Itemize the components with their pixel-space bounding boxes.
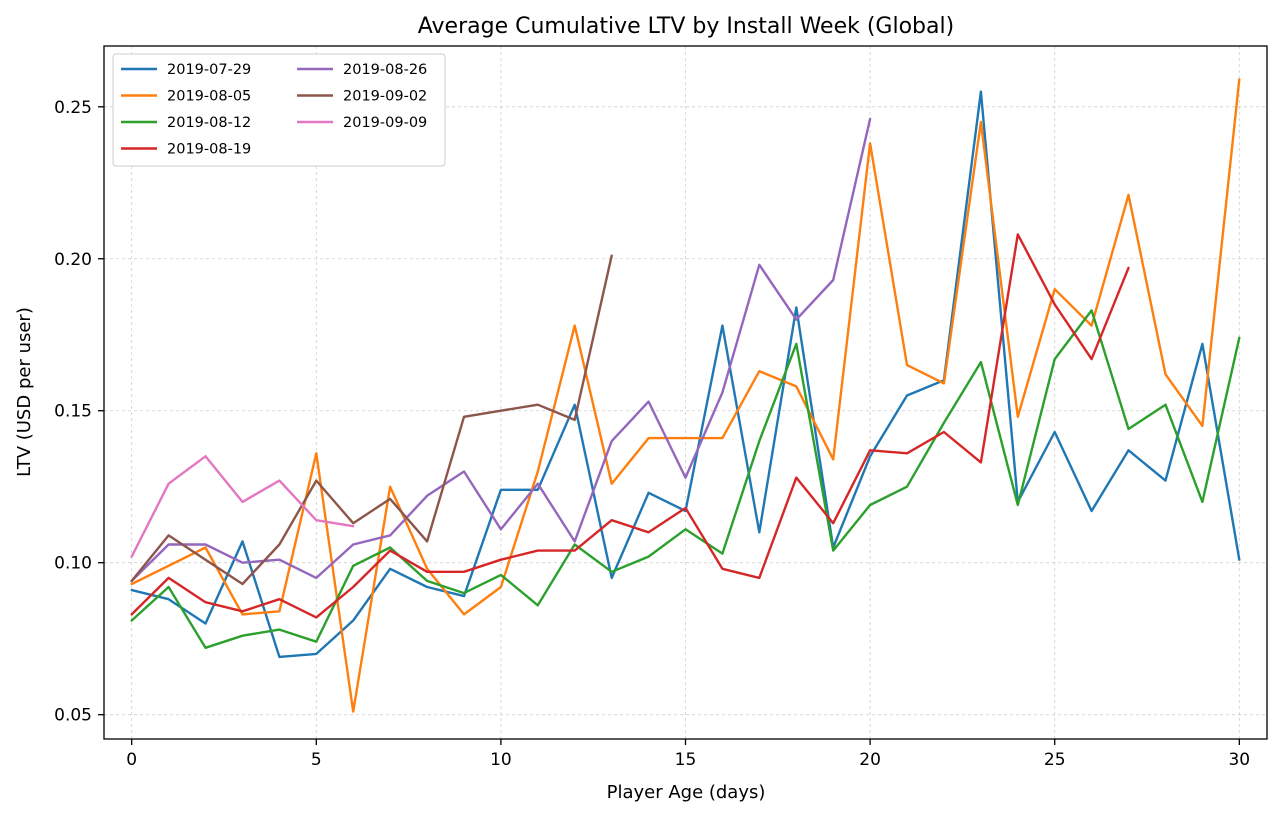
legend-label: 2019-07-29	[167, 62, 251, 78]
y-tick-label: 0.10	[54, 554, 92, 574]
legend-label: 2019-08-05	[167, 89, 251, 105]
legend-label: 2019-09-09	[343, 115, 427, 131]
series-line-2019-09-02	[130, 254, 613, 586]
series-line-2019-07-29	[130, 90, 1241, 659]
series-line-2019-08-05	[130, 78, 1241, 713]
y-tick-label: 0.25	[54, 98, 92, 118]
x-tick-label: 25	[1044, 750, 1066, 770]
y-tick-label: 0.05	[54, 706, 92, 726]
series-line-2019-08-19	[130, 233, 1130, 619]
x-tick-label: 30	[1228, 750, 1250, 770]
x-tick-label: 5	[311, 750, 322, 770]
tick-layer: 0 5 10 15 20 25 30 0.05 0.10 0.15 0.20 0.25	[54, 98, 1250, 770]
legend-label: 2019-08-19	[167, 142, 251, 158]
x-tick-label: 0	[126, 750, 137, 770]
legend-label: 2019-08-26	[343, 62, 427, 78]
legend-box	[112, 53, 446, 167]
y-axis-label: LTV (USD per user)	[14, 307, 35, 477]
legend-label: 2019-09-02	[343, 89, 427, 105]
x-tick-label: 10	[490, 750, 512, 770]
series-line-2019-09-09	[130, 455, 355, 558]
x-tick-label: 20	[859, 750, 881, 770]
legend: 2019-07-29 2019-08-05 2019-08-12 2019-08-19…	[112, 53, 446, 167]
x-axis-label: Player Age (days)	[607, 782, 766, 803]
series-line-2019-08-12	[130, 309, 1241, 649]
series-line-2019-08-26	[130, 117, 872, 583]
legend-label: 2019-08-12	[167, 115, 251, 131]
y-tick-label: 0.15	[54, 402, 92, 422]
chart-title: Average Cumulative LTV by Install Week (…	[418, 14, 954, 39]
series-layer	[130, 78, 1241, 713]
y-tick-label: 0.20	[54, 250, 92, 270]
x-tick-label: 15	[675, 750, 697, 770]
